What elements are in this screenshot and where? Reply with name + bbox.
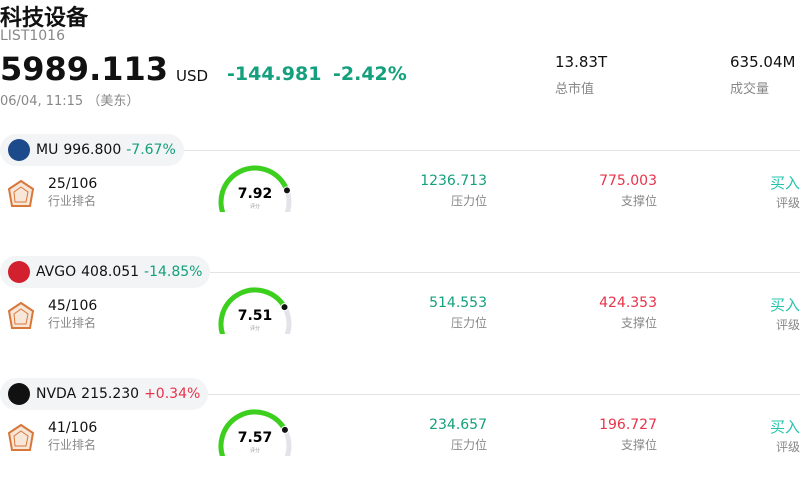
stat-value: 635.04M	[730, 53, 796, 71]
stock-price: 996.800	[63, 142, 122, 158]
stock-change: +0.34%	[144, 386, 201, 402]
rating: 买入	[769, 296, 800, 314]
stock-logo	[8, 139, 30, 161]
gauge-fill	[218, 165, 290, 212]
support: 196.727	[599, 417, 657, 433]
price: 5989.113	[0, 50, 169, 88]
divider	[210, 272, 800, 273]
score-label: 评分	[250, 447, 260, 454]
rank-icon	[7, 179, 35, 207]
rating-label: 评级	[775, 318, 800, 332]
divider	[208, 394, 800, 395]
resistance-label: 压力位	[450, 438, 487, 452]
stock-change: -7.67%	[126, 142, 176, 158]
stock-price: 215.230	[81, 386, 140, 402]
resistance: 514.553	[429, 295, 487, 311]
stock-price: 408.051	[81, 264, 140, 280]
stock-pill[interactable]: AVGO 408.051 -14.85%	[0, 256, 211, 288]
rank-inner	[13, 308, 29, 325]
gauge-fill	[218, 409, 288, 456]
support-label: 支撑位	[620, 438, 657, 452]
resistance-label: 压力位	[450, 316, 487, 330]
gauge-dot	[280, 425, 289, 434]
support: 775.003	[599, 173, 657, 189]
stat-value: 13.83T	[555, 53, 608, 71]
rank-label: 行业排名	[48, 438, 97, 452]
change: -144.981	[227, 63, 322, 85]
stock-logo	[8, 383, 30, 405]
rank-inner	[13, 186, 29, 203]
ticker: NVDA	[36, 386, 77, 402]
score-label: 评分	[250, 325, 260, 332]
list-code: LIST1016	[0, 28, 65, 44]
gauge-dot	[280, 303, 289, 312]
rank: 41/106	[48, 420, 98, 436]
stat-label: 总市值	[555, 82, 595, 97]
rating: 买入	[769, 418, 800, 436]
support: 424.353	[599, 295, 657, 311]
rating-label: 评级	[775, 196, 800, 210]
resistance: 1236.713	[420, 173, 487, 189]
ticker: AVGO	[36, 264, 77, 280]
title: 科技设备	[0, 6, 89, 31]
score: 7.57	[238, 430, 273, 446]
resistance: 234.657	[429, 417, 487, 433]
resistance-label: 压力位	[450, 194, 487, 208]
currency: USD	[176, 67, 209, 85]
rank-icon	[7, 423, 35, 451]
stock-logo	[8, 261, 30, 283]
stock-change: -14.85%	[144, 264, 203, 280]
rating-label: 评级	[775, 440, 800, 454]
score: 7.51	[238, 308, 273, 324]
gauge-dot	[282, 186, 291, 195]
rank-label: 行业排名	[48, 194, 97, 208]
ticker: MU	[36, 142, 59, 158]
score-label: 评分	[250, 203, 260, 210]
stock-pill[interactable]: NVDA 215.230 +0.34%	[0, 378, 209, 410]
support-label: 支撑位	[620, 316, 657, 330]
rank: 25/106	[48, 176, 98, 192]
rank: 45/106	[48, 298, 98, 314]
stock-pill[interactable]: MU 996.800 -7.67%	[0, 134, 184, 166]
score: 7.92	[238, 186, 273, 202]
rank-icon	[7, 301, 35, 329]
change-pct: -2.42%	[333, 63, 407, 85]
divider	[184, 150, 800, 151]
rank-label: 行业排名	[48, 316, 97, 330]
support-label: 支撑位	[620, 194, 657, 208]
stat-label: 成交量	[730, 82, 770, 97]
rank-inner	[13, 430, 29, 447]
gauge-fill	[218, 287, 288, 334]
datetime: 06/04, 11:15 （美东）	[0, 94, 140, 109]
rating: 买入	[769, 174, 800, 192]
